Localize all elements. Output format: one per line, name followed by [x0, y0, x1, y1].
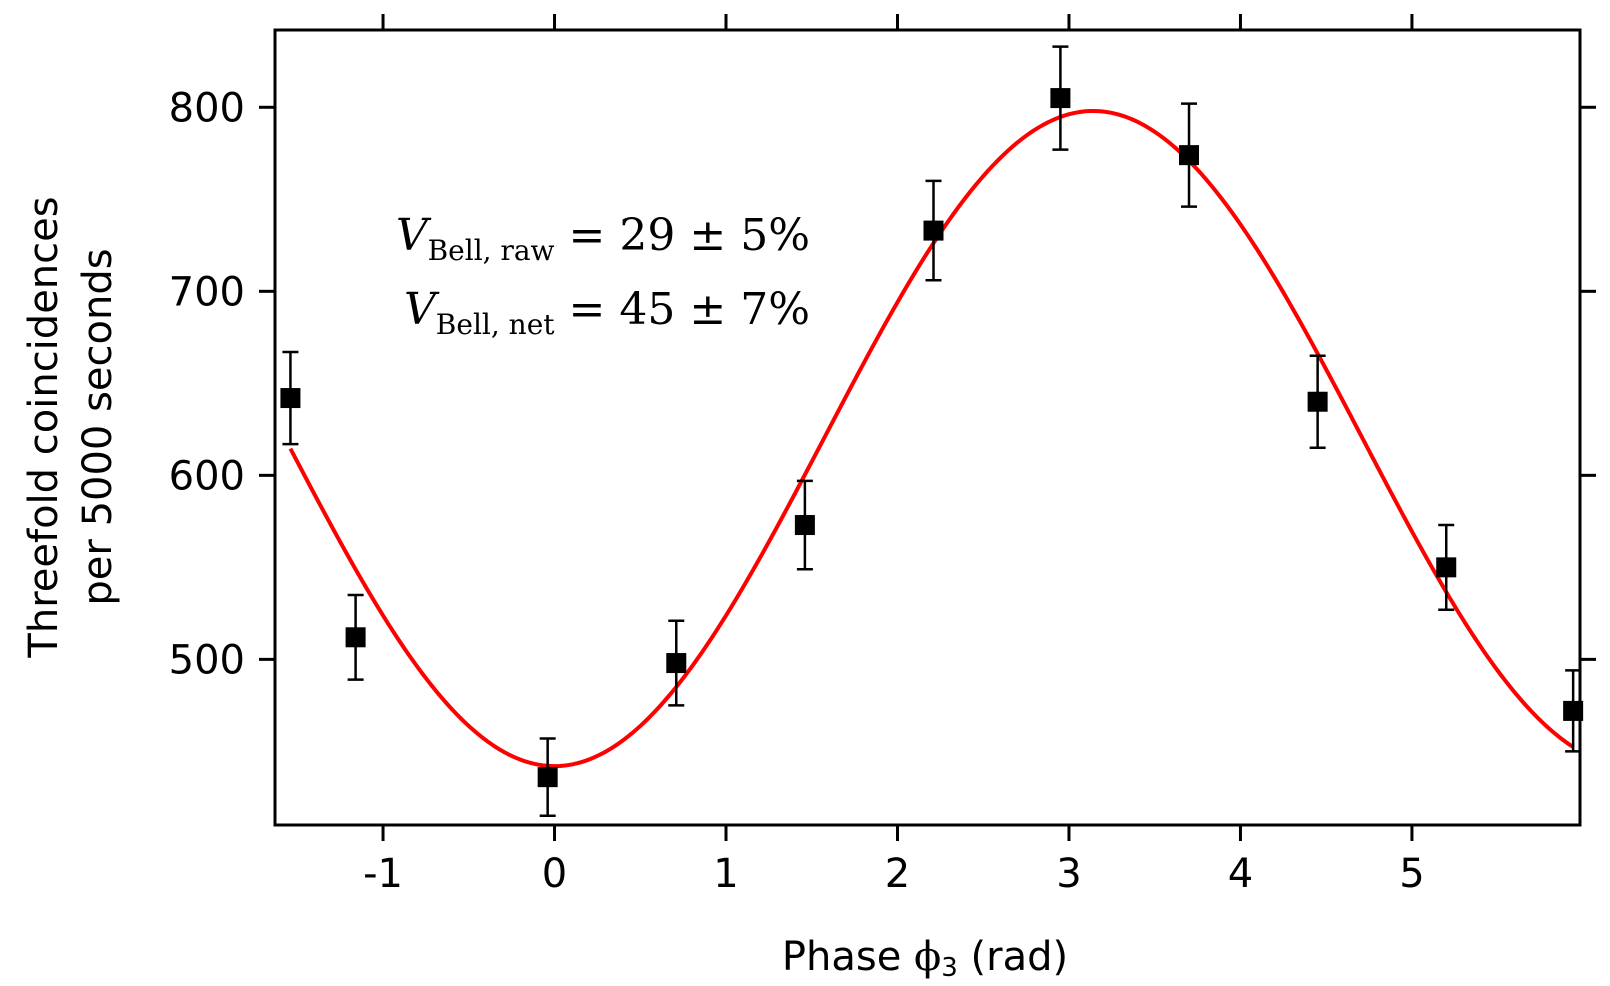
x-tick-labels: -1 0 1 2 3 4 5 — [363, 851, 1425, 897]
fit-curve — [288, 108, 1575, 769]
data-marker — [537, 767, 558, 788]
data-marker — [666, 653, 687, 674]
ticks — [259, 14, 1596, 841]
y-tick-labels: 500 600 700 800 — [169, 85, 245, 683]
x-tick-label: 1 — [713, 851, 738, 897]
x-tick-label: 2 — [885, 851, 910, 897]
data-point — [280, 350, 301, 446]
x-tick-label: 3 — [1056, 851, 1081, 897]
y-axis-title-line1: Threefold coincidences — [21, 196, 67, 658]
y-tick-label: 500 — [169, 637, 245, 683]
x-tick-label: -1 — [363, 851, 403, 897]
data-marker — [280, 388, 301, 409]
data-marker — [345, 627, 366, 648]
x-tick-label: 0 — [542, 851, 567, 897]
data-marker — [794, 515, 815, 536]
data-marker — [1179, 145, 1200, 166]
data-point — [1436, 523, 1457, 611]
y-tick-label: 800 — [169, 85, 245, 131]
y-axis-title: Threefold coincidences per 5000 seconds — [21, 196, 121, 658]
data-point — [537, 737, 558, 818]
data-point — [666, 619, 687, 707]
data-points — [280, 45, 1584, 818]
y-tick-label: 600 — [169, 453, 245, 499]
data-point — [1563, 669, 1584, 753]
data-marker — [1307, 391, 1328, 412]
data-point — [1050, 45, 1071, 151]
annotation-net: VBell, net = 45 ± 7% — [404, 284, 810, 341]
x-axis-title: Phase ϕ3 (rad) — [782, 934, 1068, 983]
x-tick-label: 5 — [1399, 851, 1424, 897]
data-marker — [1436, 557, 1457, 578]
y-tick-label: 700 — [169, 269, 245, 315]
data-point — [1179, 102, 1200, 208]
data-marker — [1563, 700, 1584, 721]
y-axis-title-line2: per 5000 seconds — [75, 248, 121, 605]
plot-frame — [273, 28, 1582, 827]
data-point — [345, 593, 366, 681]
data-point — [923, 179, 944, 282]
data-point — [1307, 354, 1328, 449]
data-marker — [923, 220, 944, 241]
data-marker — [1050, 88, 1071, 109]
data-point — [794, 479, 815, 571]
annotation-raw: VBell, raw = 29 ± 5% — [396, 210, 810, 267]
x-tick-label: 4 — [1228, 851, 1253, 897]
